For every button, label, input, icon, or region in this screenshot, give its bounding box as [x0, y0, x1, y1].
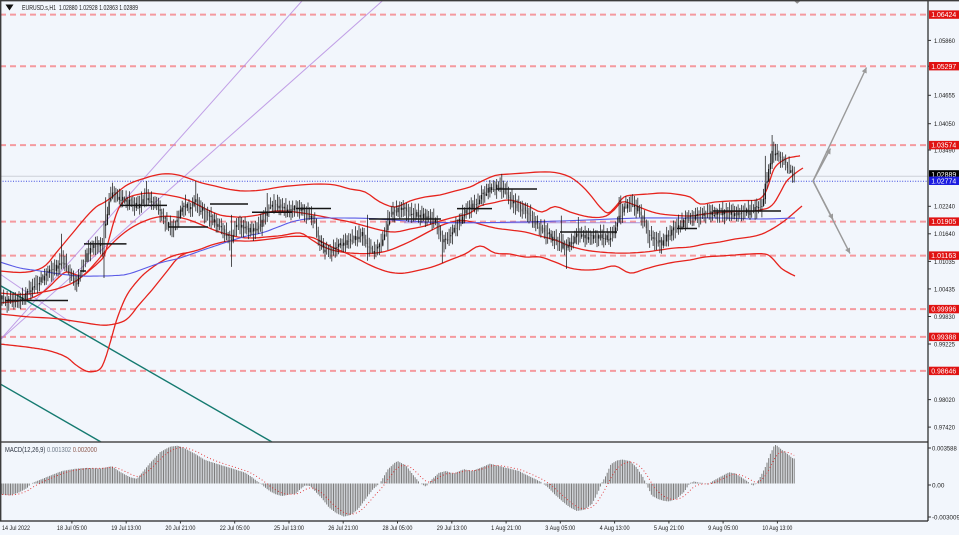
- svg-text:1.04655: 1.04655: [934, 93, 955, 100]
- svg-text:29 Jul 13:00: 29 Jul 13:00: [437, 525, 467, 532]
- svg-text:1.01905: 1.01905: [931, 219, 956, 226]
- svg-text:1.02889: 1.02889: [931, 172, 956, 179]
- svg-text:1.05297: 1.05297: [931, 64, 956, 71]
- svg-text:1.06424: 1.06424: [931, 12, 956, 19]
- svg-text:MACD(12,26,9) 0.001302 0.00200: MACD(12,26,9) 0.001302 0.002000: [5, 447, 97, 454]
- svg-text:28 Jul 05:00: 28 Jul 05:00: [383, 525, 413, 532]
- svg-text:14 Jul 2022: 14 Jul 2022: [2, 525, 30, 532]
- svg-text:26 Jul 21:00: 26 Jul 21:00: [328, 525, 358, 532]
- svg-text:0.00: 0.00: [932, 482, 945, 489]
- svg-text:18 Jul 05:00: 18 Jul 05:00: [57, 525, 87, 532]
- svg-text:0.99830: 0.99830: [934, 314, 955, 321]
- svg-text:0.99388: 0.99388: [931, 335, 956, 342]
- svg-text:1.02240: 1.02240: [934, 204, 955, 211]
- svg-text:10 Aug 13:00: 10 Aug 13:00: [762, 525, 792, 532]
- svg-text:1 Aug 21:00: 1 Aug 21:00: [491, 525, 521, 532]
- svg-text:0.99225: 0.99225: [934, 341, 955, 348]
- svg-text:0.98020: 0.98020: [934, 397, 955, 404]
- svg-text:1.01035: 1.01035: [934, 259, 955, 266]
- svg-text:19 Jul 13:00: 19 Jul 13:00: [111, 525, 141, 532]
- svg-text:22 Jul 05:00: 22 Jul 05:00: [220, 525, 250, 532]
- svg-text:-0.003009: -0.003009: [932, 514, 959, 521]
- svg-text:1.03574: 1.03574: [931, 143, 956, 150]
- svg-text:0.003588: 0.003588: [932, 445, 957, 452]
- svg-text:3 Aug 05:00: 3 Aug 05:00: [545, 525, 575, 532]
- svg-text:9 Aug 05:00: 9 Aug 05:00: [708, 525, 738, 532]
- svg-text:4 Aug 13:00: 4 Aug 13:00: [600, 525, 630, 532]
- svg-text:0.98646: 0.98646: [931, 369, 956, 376]
- svg-text:1.00435: 1.00435: [934, 286, 955, 293]
- svg-text:0.99996: 0.99996: [931, 307, 956, 314]
- svg-text:25 Jul 13:00: 25 Jul 13:00: [274, 525, 304, 532]
- svg-text:20 Jul 21:00: 20 Jul 21:00: [165, 525, 195, 532]
- svg-text:1.03490: 1.03490: [934, 147, 955, 154]
- svg-text:1.05860: 1.05860: [934, 38, 955, 45]
- svg-text:1.01163: 1.01163: [931, 253, 956, 260]
- svg-text:1.02774: 1.02774: [931, 178, 956, 185]
- svg-text:1.04050: 1.04050: [934, 121, 955, 128]
- svg-text:0.97420: 0.97420: [934, 425, 955, 432]
- svg-text:5 Aug 21:00: 5 Aug 21:00: [654, 525, 684, 532]
- svg-text:EURUSD.s,H1 1.02880 1.02928 1: EURUSD.s,H1 1.02880 1.02928 1.02863 1.02…: [22, 3, 138, 12]
- svg-text:1.01640: 1.01640: [934, 231, 955, 238]
